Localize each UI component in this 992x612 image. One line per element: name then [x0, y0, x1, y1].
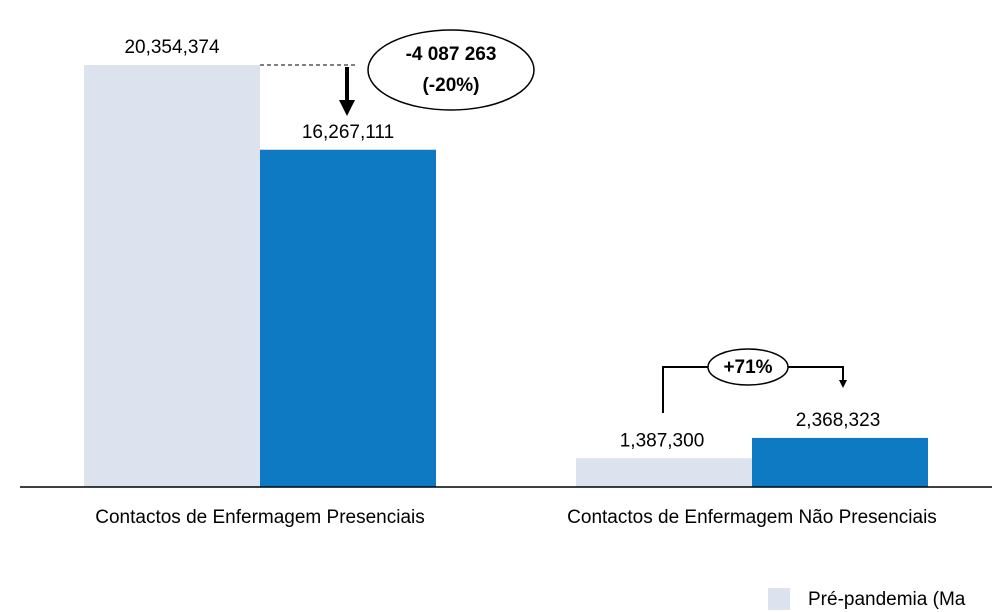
- bar: [84, 65, 260, 487]
- legend-label: Pré-pandemia (Ma: [808, 589, 966, 610]
- value-label: 2,368,323: [796, 410, 881, 431]
- callout: [707, 348, 789, 386]
- annotation: +71%: [723, 357, 772, 378]
- x-tick-label: Contactos de Enfermagem Não Presenciais: [567, 507, 937, 528]
- annotation: -4 087 263: [406, 44, 497, 65]
- x-tick-label: Contactos de Enfermagem Presenciais: [95, 507, 425, 528]
- annotation: (-20%): [422, 75, 479, 96]
- legend-swatch: [768, 588, 790, 610]
- bar: [576, 458, 752, 487]
- bar: [260, 149, 436, 487]
- callout: [367, 29, 535, 111]
- value-label: 1,387,300: [620, 430, 705, 451]
- value-label: 16,267,111: [302, 122, 394, 143]
- bar: [752, 437, 928, 487]
- value-label: 20,354,374: [124, 37, 220, 58]
